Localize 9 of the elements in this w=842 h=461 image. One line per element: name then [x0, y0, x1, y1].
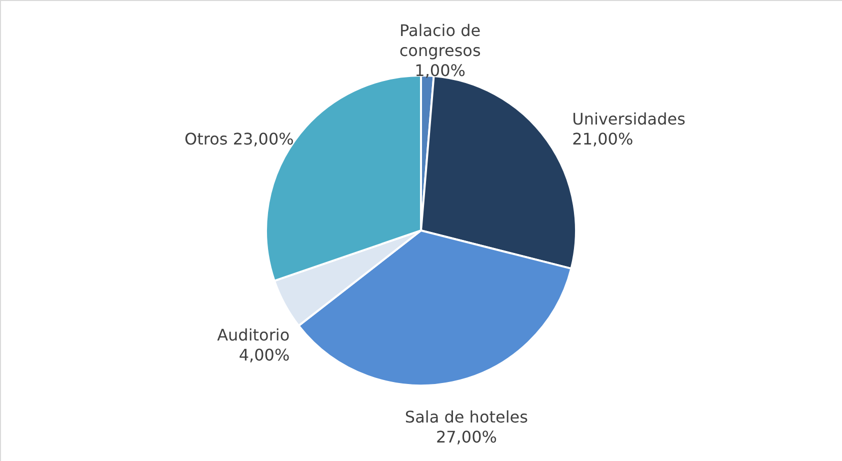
slice-label: Palacio de congresos: [399, 21, 481, 60]
slice-label: Sala de hoteles: [404, 408, 528, 427]
data-label: 4,00%: [238, 346, 290, 365]
data-label: 1,00%: [414, 61, 466, 80]
slice-label: Otros 23,00%: [184, 129, 294, 148]
data-label: 27,00%: [436, 428, 497, 447]
slice-label: Universidades: [572, 109, 686, 128]
data-label: 21,00%: [572, 129, 634, 148]
slice-label: Auditorio: [217, 326, 290, 345]
